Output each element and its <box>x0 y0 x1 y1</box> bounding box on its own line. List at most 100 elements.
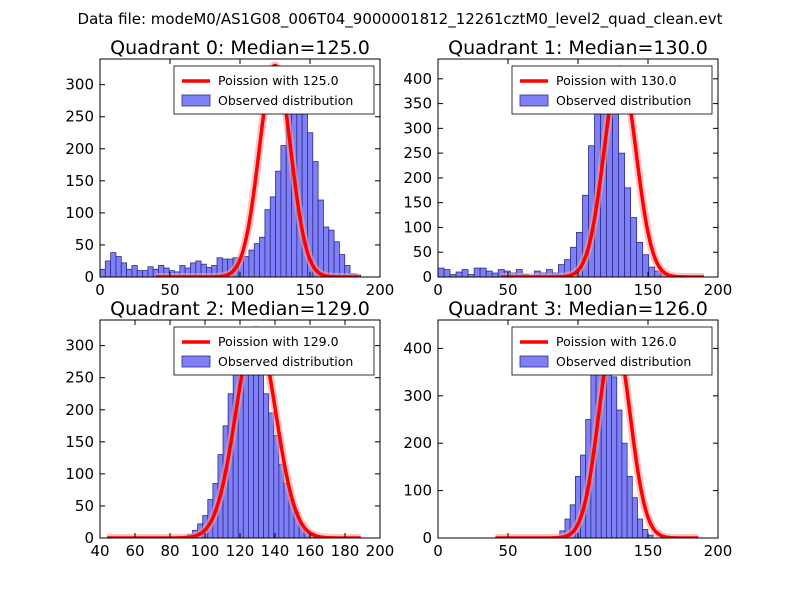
poisson-fit-line <box>499 67 706 277</box>
histogram-bar <box>631 497 638 538</box>
histogram-bar <box>473 267 481 277</box>
y-tick-label: 250 <box>403 144 432 162</box>
poisson-fit <box>497 64 708 277</box>
histogram-bar <box>275 170 282 277</box>
x-tick-label: 100 <box>564 281 593 299</box>
histogram-bar <box>115 256 122 277</box>
histogram-bar <box>630 217 638 277</box>
histogram-bar <box>142 270 149 277</box>
histogram-bar <box>611 376 618 538</box>
legend-bars-label: Observed distribution <box>218 93 353 108</box>
histogram-bar <box>344 265 351 277</box>
y-tick-label: 300 <box>403 387 432 405</box>
x-tick-label: 150 <box>296 281 325 299</box>
y-tick-label: 200 <box>65 140 94 158</box>
x-tick-label: 100 <box>226 281 255 299</box>
histogram-bar <box>120 262 127 277</box>
y-tick-label: 0 <box>84 529 94 547</box>
y-tick-label: 250 <box>65 108 94 126</box>
y-tick-label: 150 <box>65 172 94 190</box>
histogram-bar <box>648 266 656 277</box>
x-tick-label: 60 <box>125 542 144 560</box>
panel-title: Quadrant 3: Median=126.0 <box>448 298 708 320</box>
histogram-bar <box>624 187 632 277</box>
x-tick-label: 150 <box>634 281 663 299</box>
legend: Poission with 130.0 Observed distribution <box>511 65 713 115</box>
poisson-fit <box>492 330 702 538</box>
histogram-bar <box>618 152 626 277</box>
histogram-bar <box>328 229 335 277</box>
x-tick-label: 200 <box>366 281 395 299</box>
histogram-bar <box>110 252 117 277</box>
poisson-fit <box>103 325 364 538</box>
y-tick-label: 100 <box>65 204 94 222</box>
histogram-bar <box>248 249 255 277</box>
x-tick-label: 80 <box>160 542 179 560</box>
legend-bars-label: Observed distribution <box>556 354 691 369</box>
histogram-bar <box>637 518 644 538</box>
histogram-bar <box>612 105 620 277</box>
legend-bars-label: Observed distribution <box>556 93 691 108</box>
histogram-bar <box>479 267 487 277</box>
poisson-fit-line <box>494 332 700 538</box>
legend-fit-label: Poission with 125.0 <box>218 73 339 88</box>
legend-fit-label: Poission with 129.0 <box>218 334 339 349</box>
histogram-bar <box>131 265 138 277</box>
histogram-bar <box>280 145 287 277</box>
x-tick-label: 200 <box>366 542 395 560</box>
histogram-bar <box>264 209 271 277</box>
histogram-bar <box>126 268 133 277</box>
x-tick-label: 0 <box>433 281 443 299</box>
quadrant-panels: 0 50 100 150 200 0 50 100 150 200 250 300 Quadrant 0… <box>65 37 732 560</box>
figure-suptitle: Data file: modeM0/AS1G08_006T04_90000018… <box>78 10 723 29</box>
y-tick-label: 400 <box>403 70 432 88</box>
histogram-bar <box>268 412 275 538</box>
quadrant-3-panel: 0 50 100 150 200 0 100 200 300 400 Quadrant 3: Med… <box>403 298 732 560</box>
histogram-bar <box>455 271 463 277</box>
histogram-bar <box>147 266 154 277</box>
y-tick-label: 100 <box>403 482 432 500</box>
histogram-bar <box>269 196 276 277</box>
histogram-bar <box>243 256 250 277</box>
quadrant-1-panel: 0 50 100 150 200 0 50 100 150 200 250 300 350 400 Quad… <box>403 37 732 299</box>
y-tick-label: 0 <box>84 268 94 286</box>
histogram-bar <box>333 241 340 277</box>
poisson-fit-line <box>154 63 361 277</box>
y-tick-label: 250 <box>65 369 94 387</box>
histogram-bar <box>621 442 628 538</box>
y-tick-label: 200 <box>403 169 432 187</box>
y-tick-label: 300 <box>65 337 94 355</box>
histogram-bar <box>317 199 324 277</box>
poisson-fit-line <box>106 327 362 538</box>
x-tick-label: 150 <box>634 542 663 560</box>
x-tick-label: 200 <box>704 542 733 560</box>
x-tick-label: 140 <box>261 542 290 560</box>
histogram-bar <box>253 243 260 277</box>
quadrant-0-panel: 0 50 100 150 200 0 50 100 150 200 250 300 Quadrant 0… <box>65 37 394 299</box>
x-tick-label: 180 <box>331 542 360 560</box>
legend-bars-swatch <box>519 355 549 368</box>
histogram-bar <box>636 241 644 277</box>
histogram-bar <box>461 269 469 277</box>
y-tick-label: 100 <box>65 465 94 483</box>
x-tick-label: 120 <box>226 542 255 560</box>
x-tick-label: 50 <box>160 281 179 299</box>
legend-fit-label: Poission with 126.0 <box>556 334 677 349</box>
panel-title: Quadrant 0: Median=125.0 <box>110 37 370 59</box>
y-tick-label: 400 <box>403 339 432 357</box>
legend: Poission with 126.0 Observed distribution <box>511 326 713 376</box>
histogram-bar <box>323 226 330 277</box>
y-tick-label: 200 <box>65 401 94 419</box>
legend-bars-swatch <box>519 94 549 107</box>
y-tick-label: 50 <box>413 243 432 261</box>
histogram-bar <box>491 272 499 277</box>
histogram-bar <box>626 475 633 538</box>
histogram-bar <box>443 269 451 277</box>
y-tick-label: 150 <box>65 433 94 451</box>
x-tick-label: 100 <box>564 542 593 560</box>
histogram-bar <box>136 270 143 277</box>
legend-bars-swatch <box>181 355 211 368</box>
x-tick-label: 0 <box>433 542 443 560</box>
x-tick-label: 0 <box>95 281 105 299</box>
